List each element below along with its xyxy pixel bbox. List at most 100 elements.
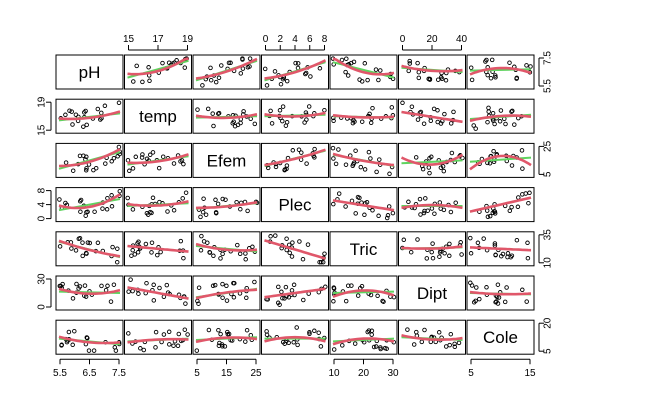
panel-frame [329, 319, 398, 355]
scatter-panel-Plec-vs-Efem [192, 187, 261, 223]
data-point [70, 342, 75, 348]
data-point [374, 169, 379, 175]
data-point [95, 106, 101, 112]
data-point [86, 348, 92, 353]
tick-label: 2 [277, 34, 283, 45]
data-point [284, 166, 289, 172]
data-point [83, 168, 89, 173]
data-point [295, 342, 300, 348]
scatter-panel-Tric-vs-Dipt [398, 231, 466, 267]
data-point [77, 235, 83, 241]
tick-label: 20 [426, 34, 438, 45]
data-point [234, 199, 239, 205]
data-point [331, 201, 336, 207]
data-point [306, 104, 312, 109]
data-point [264, 83, 270, 88]
data-point [216, 327, 221, 333]
smooth-fit-line [195, 336, 258, 344]
data-point [265, 165, 271, 171]
tick-label: 7.5 [112, 368, 126, 379]
data-point [160, 154, 166, 159]
data-point [144, 210, 150, 216]
tick-label: 5 [543, 348, 554, 354]
data-point [116, 144, 122, 150]
data-point [473, 126, 478, 131]
data-point [87, 240, 93, 246]
variable-label: pH [79, 63, 101, 82]
panel-frame [55, 187, 124, 223]
data-point [224, 298, 230, 303]
data-point [381, 299, 386, 304]
data-point [339, 57, 345, 63]
data-point [289, 288, 295, 293]
data-point [435, 108, 440, 113]
data-point [437, 250, 443, 255]
data-point [439, 76, 445, 82]
scatter-panel-pH-vs-Tric [329, 54, 398, 90]
data-point [353, 148, 358, 153]
data-point [418, 212, 423, 217]
smooth-fit-line [127, 286, 189, 300]
data-point [366, 149, 372, 155]
data-point [382, 345, 388, 351]
data-point [161, 332, 167, 337]
data-point [182, 327, 188, 332]
data-point [95, 240, 101, 246]
data-point [116, 100, 122, 106]
data-point [115, 154, 120, 159]
panel-frame [466, 231, 535, 267]
data-point [343, 298, 349, 304]
smooth-fit-line [469, 66, 532, 76]
data-point [289, 254, 295, 259]
tick-label: 5.5 [543, 79, 554, 93]
data-point [69, 246, 74, 251]
data-point [421, 210, 427, 216]
data-point [468, 65, 474, 70]
data-point [448, 331, 454, 337]
tick-label: 25 [250, 368, 262, 379]
data-point [232, 280, 237, 286]
data-point [178, 238, 184, 244]
data-point [243, 257, 248, 262]
data-point [140, 79, 145, 85]
data-point [160, 60, 165, 66]
scatter-panel-Dipt-vs-Cole [466, 275, 535, 311]
data-point [429, 249, 434, 255]
panel-frame [261, 319, 329, 355]
data-point [268, 234, 273, 239]
tick-label: 10 [328, 368, 340, 379]
data-point [407, 61, 413, 66]
data-point [424, 256, 430, 261]
smooth-fit-line [469, 114, 532, 123]
data-point [426, 165, 432, 170]
panel-frame [55, 275, 124, 311]
data-point [377, 157, 382, 162]
scatter-panel-Cole-vs-Dipt [398, 319, 466, 355]
data-point [438, 165, 444, 170]
data-point [74, 281, 79, 287]
data-point [210, 283, 216, 289]
data-point [456, 340, 462, 346]
diagonal-panel-Tric: Tric [329, 231, 398, 267]
data-point [110, 244, 115, 250]
data-point [91, 167, 96, 173]
data-point [200, 209, 206, 215]
smooth-fit-line [332, 199, 395, 212]
data-point [70, 122, 75, 127]
data-point [126, 289, 131, 294]
variable-label: Tric [350, 240, 378, 259]
data-point [435, 77, 441, 82]
scatter-panel-temp-vs-pH [55, 98, 124, 134]
data-point [503, 121, 508, 127]
panel-frame [398, 142, 466, 178]
data-point [73, 248, 79, 253]
data-point [401, 237, 407, 243]
smooth-fit-line [264, 59, 327, 80]
data-point [299, 150, 304, 155]
data-point [369, 332, 374, 337]
panel-frame [55, 98, 124, 134]
data-point [507, 208, 513, 214]
scatter-panel-Efem-vs-Tric [329, 142, 398, 178]
data-point [378, 345, 383, 350]
